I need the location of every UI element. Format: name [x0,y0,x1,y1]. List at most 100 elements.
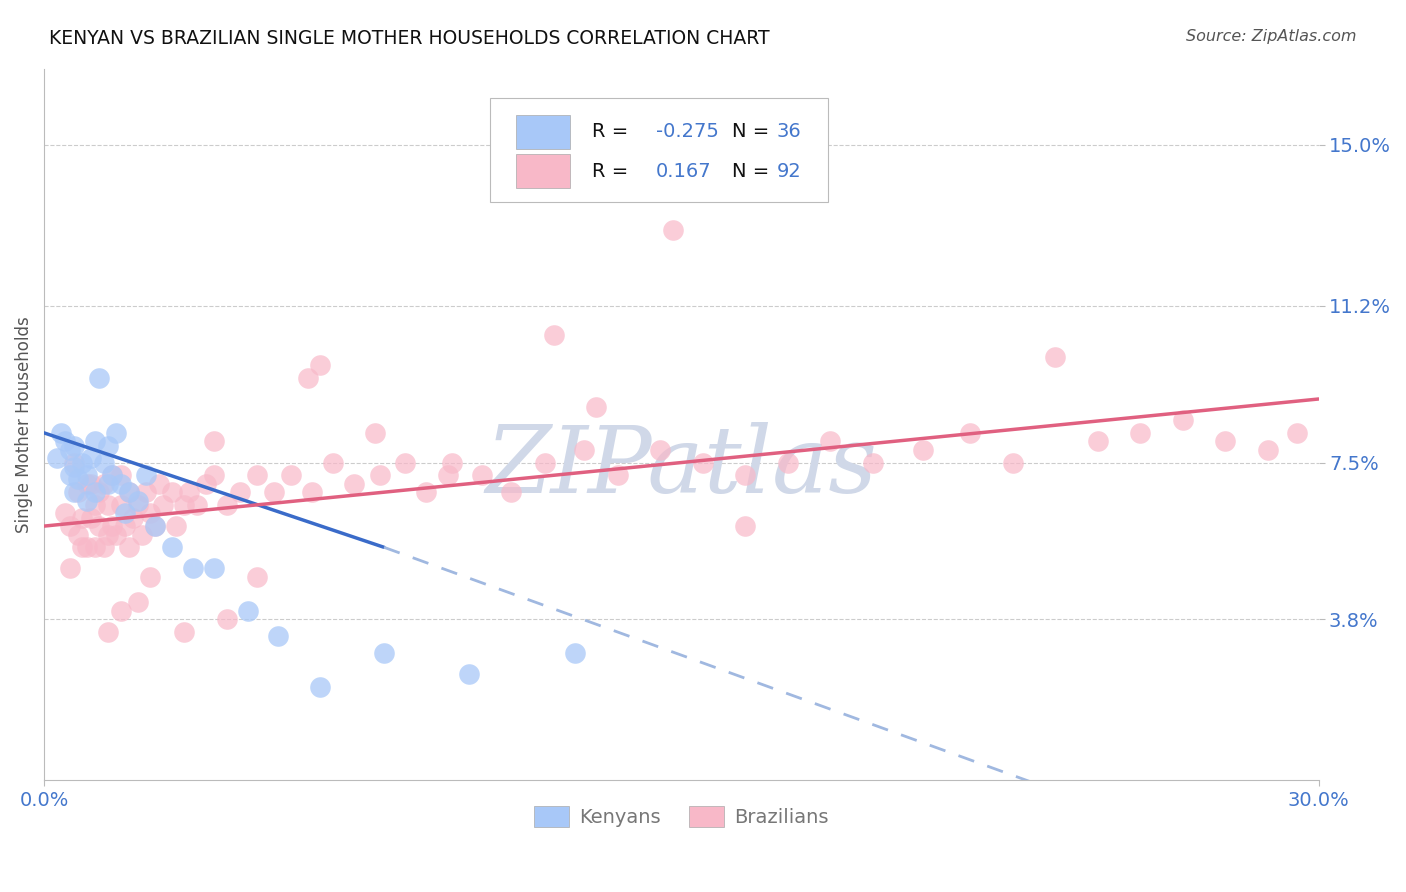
Point [343,476,366,491]
Text: 92: 92 [778,161,801,180]
Point [692,456,714,470]
Point [122,510,145,524]
Point [67,473,90,487]
Point [606,468,628,483]
Point [471,468,494,483]
Point [776,456,799,470]
Point [1286,425,1309,440]
Point [127,595,149,609]
Point [173,498,195,512]
Point [101,468,124,483]
Point [543,328,565,343]
Point [458,667,481,681]
Point [72,510,94,524]
Text: R =: R = [592,122,634,141]
Point [72,456,94,470]
Point [118,485,141,500]
Point [322,456,344,470]
Point [818,434,841,449]
Point [564,646,586,660]
Point [1213,434,1236,449]
Point [97,439,120,453]
Point [148,476,170,491]
Point [143,519,166,533]
Point [76,493,98,508]
Point [131,527,153,541]
Point [59,561,82,575]
Point [135,485,157,500]
Point [45,451,67,466]
Point [394,456,416,470]
Point [181,561,204,575]
Point [160,485,183,500]
Point [101,519,124,533]
Point [236,604,259,618]
Point [114,507,136,521]
Point [110,604,132,618]
Point [160,541,183,555]
Point [63,439,86,453]
Point [1257,442,1279,457]
Point [101,468,124,483]
Y-axis label: Single Mother Households: Single Mother Households [15,316,32,533]
Point [228,485,250,500]
Point [734,519,756,533]
Text: 36: 36 [778,122,801,141]
Point [165,519,187,533]
FancyBboxPatch shape [516,154,571,188]
Point [202,468,225,483]
Point [59,519,82,533]
Point [297,371,319,385]
Point [440,456,463,470]
Point [585,401,607,415]
Point [97,476,120,491]
Point [67,485,90,500]
Point [127,493,149,508]
Point [1129,425,1152,440]
Point [93,476,115,491]
Point [364,425,387,440]
Point [245,468,267,483]
Point [173,625,195,640]
Point [110,476,132,491]
Point [59,468,82,483]
Point [734,468,756,483]
Point [309,680,332,694]
Point [572,442,595,457]
Point [53,507,76,521]
Point [143,519,166,533]
Point [139,570,162,584]
Point [97,498,120,512]
Text: ZIPatlas: ZIPatlas [485,422,877,512]
Point [63,459,86,474]
Text: R =: R = [592,161,634,180]
Text: -0.275: -0.275 [655,122,718,141]
Point [959,425,981,440]
Point [202,561,225,575]
Text: N =: N = [733,122,776,141]
Point [534,456,557,470]
Point [76,541,98,555]
Point [118,541,141,555]
Point [127,498,149,512]
Point [93,456,115,470]
Point [80,476,103,491]
Point [912,442,935,457]
Point [89,485,111,500]
Point [1001,456,1024,470]
Point [1171,413,1194,427]
FancyBboxPatch shape [516,115,571,149]
Point [118,485,141,500]
Point [80,510,103,524]
Point [1043,350,1066,364]
Point [59,442,82,457]
Point [84,485,107,500]
Point [1087,434,1109,449]
Point [89,371,111,385]
Point [648,442,671,457]
Point [202,434,225,449]
Point [63,485,86,500]
Point [97,527,120,541]
Point [215,498,238,512]
FancyBboxPatch shape [491,98,828,202]
